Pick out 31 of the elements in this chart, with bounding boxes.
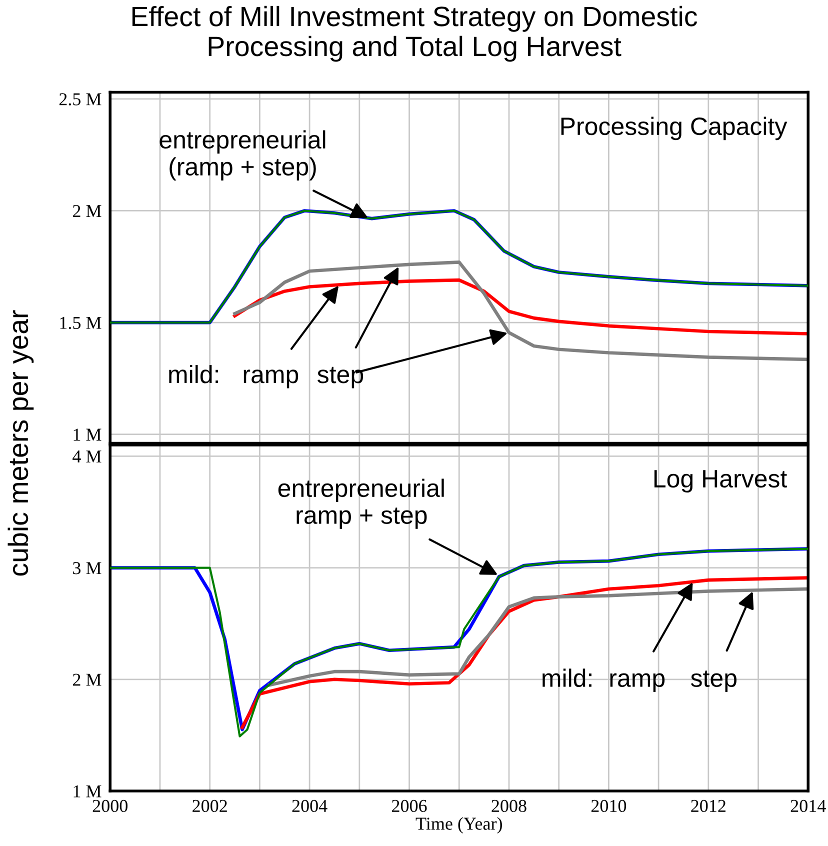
y-tick-label: 2 M <box>72 674 102 686</box>
text: Log Harvest <box>654 470 788 493</box>
y-tick-label: 2 M <box>72 205 102 217</box>
x-tick-label: 2012 <box>691 800 726 812</box>
y-tick-label: 4 M <box>72 450 102 462</box>
x-tick-label: 2014 <box>790 800 826 812</box>
x-tick-label: 2006 <box>392 800 427 812</box>
annotation: step <box>318 366 364 388</box>
annotation: entrepreneurial (ramp + step) <box>160 130 326 181</box>
annotation: entrepreneurial ramp + step <box>278 478 444 529</box>
annotation: mild: <box>169 364 218 384</box>
annotation: step <box>690 670 736 692</box>
y-tick-label: 2.5 M <box>59 93 102 106</box>
annotation: mild: <box>542 668 592 687</box>
x-tick-label: 2002 <box>192 800 227 812</box>
chart-title: Effect of Mill Investment Strategy on Domestic Processing and Total Log Harvest <box>132 6 698 62</box>
y-tick-label: 1 M <box>74 428 102 441</box>
line-series <box>233 260 808 362</box>
x-tick-label: 2010 <box>591 800 626 812</box>
x-tick-label: 2008 <box>492 800 526 812</box>
y-axis-title: cubic meters per year <box>8 310 34 576</box>
annotation: ramp <box>244 370 298 388</box>
x-axis-title: Time (Year) <box>416 817 502 834</box>
annotation: ramp <box>610 673 665 692</box>
y-tick-label: 3 M <box>73 562 102 574</box>
line-series <box>233 278 808 336</box>
x-tick-label: 2000 <box>92 800 128 812</box>
y-tick-label: 1.5 M <box>60 316 102 330</box>
text: Processing Capacity <box>561 116 788 140</box>
x-tick-label: 2004 <box>292 800 328 812</box>
y-tick-label: 1 M <box>74 785 102 798</box>
